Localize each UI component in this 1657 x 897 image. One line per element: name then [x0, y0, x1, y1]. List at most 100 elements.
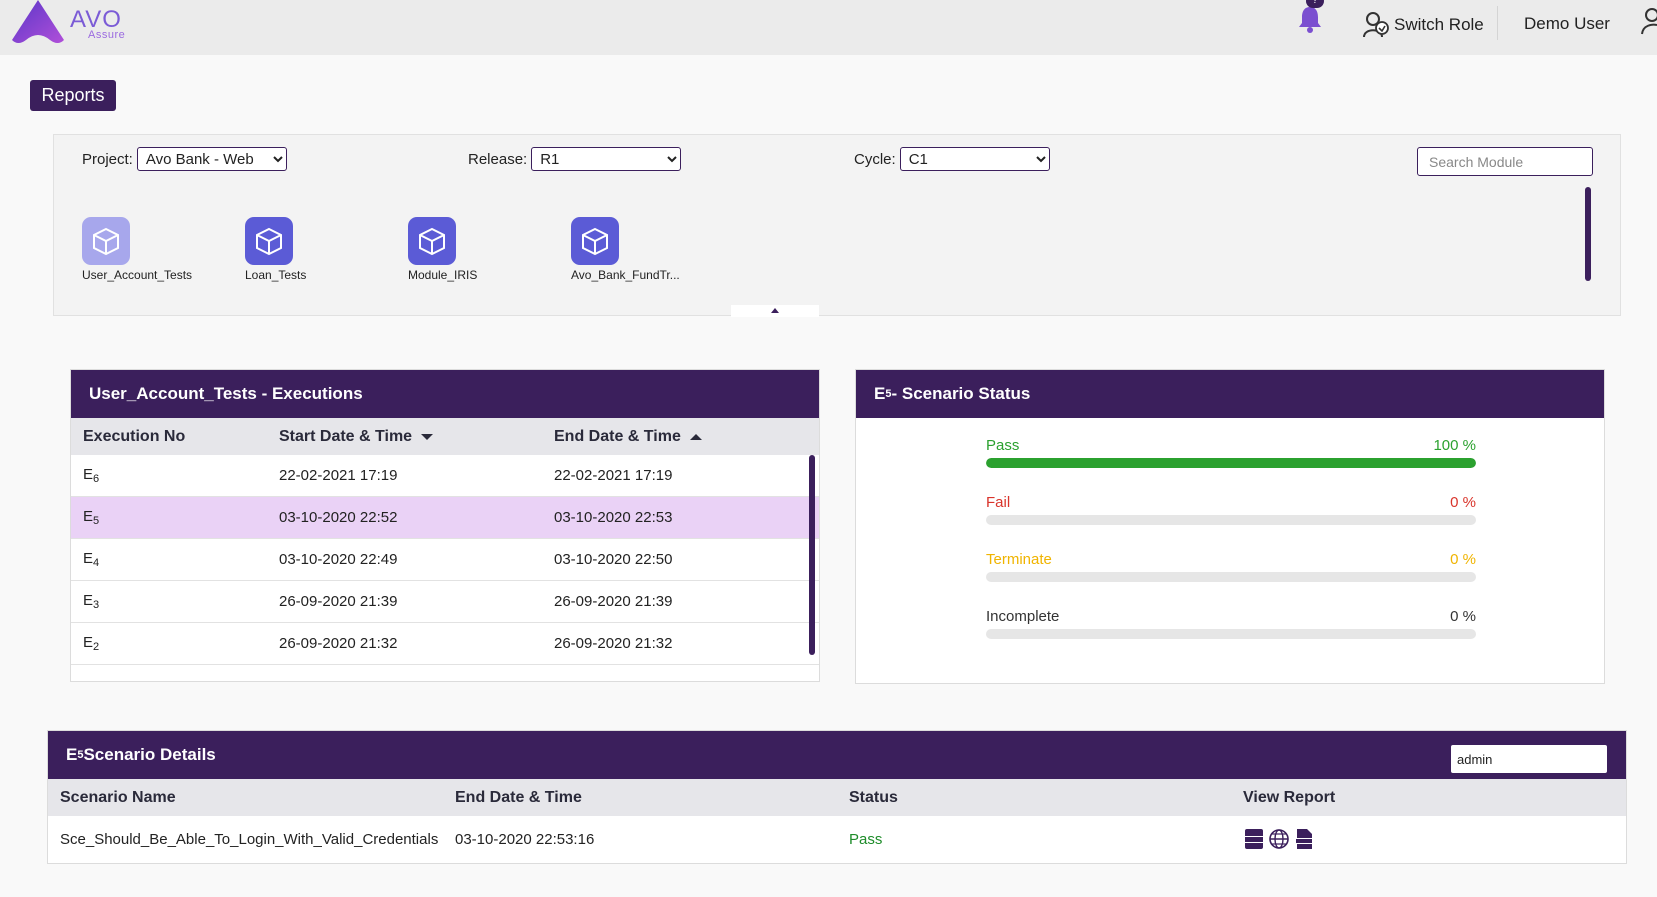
status-label: Incomplete: [986, 608, 1060, 625]
module-user-account-tests[interactable]: User_Account_Tests: [82, 217, 222, 282]
module-label: Avo_Bank_FundTr...: [571, 268, 680, 282]
switch-role-button[interactable]: Switch Role: [1362, 8, 1484, 42]
view-report-icons: [1231, 828, 1626, 850]
col-end-date-label: End Date & Time: [554, 427, 681, 445]
module-label: User_Account_Tests: [82, 268, 193, 282]
execution-no: E6: [83, 466, 100, 485]
scenario-details-panel: E5 Scenario Details Scenario Name End Da…: [47, 730, 1627, 864]
col-execution-no[interactable]: Execution No: [83, 427, 186, 445]
execution-end: 22-02-2021 17:19: [554, 467, 673, 484]
execution-end: 26-09-2020 21:32: [554, 635, 673, 652]
col-start-date[interactable]: Start Date & Time: [267, 428, 544, 446]
execution-start: 26-09-2020 21:32: [279, 635, 398, 652]
col-scenario-name: Scenario Name: [60, 788, 176, 806]
web-icon[interactable]: [1268, 828, 1290, 850]
project-label: Project:: [82, 150, 133, 168]
json-icon[interactable]: [1293, 828, 1315, 850]
filter-panel: Project: Avo Bank - Web Release: R1 Cycl…: [53, 134, 1621, 317]
execution-start: 03-10-2020 22:49: [279, 551, 398, 568]
status-bar: [986, 629, 1476, 639]
logo-text: AVO: [70, 6, 122, 33]
execution-start: 22-02-2021 17:19: [279, 467, 398, 484]
user-icon[interactable]: [1640, 6, 1657, 36]
status-label: Pass: [986, 437, 1020, 454]
bell-icon[interactable]: [1296, 3, 1324, 33]
project-filter: Project: Avo Bank - Web: [82, 147, 287, 171]
col-start-date-label: Start Date & Time: [279, 427, 413, 445]
execution-no: E2: [83, 634, 100, 653]
status-value: 0 %: [1450, 608, 1476, 625]
switch-role-icon: [1363, 12, 1389, 38]
execution-row[interactable]: E6 22-02-2021 17:19 22-02-2021 17:19: [71, 455, 819, 497]
status-terminate: Terminate 0 %: [986, 551, 1476, 582]
executions-scrollbar[interactable]: [809, 455, 815, 655]
execution-row[interactable]: E4 03-10-2020 22:49 03-10-2020 22:50: [71, 539, 819, 581]
status-value: 0 %: [1450, 494, 1476, 511]
module-box-icon: [408, 217, 456, 265]
module-iris[interactable]: Module_IRIS: [408, 217, 548, 282]
status-bar: [986, 572, 1476, 582]
scenario-filter-input[interactable]: [1451, 745, 1607, 773]
caret-up-icon: [771, 308, 779, 313]
col-end-date: End Date & Time: [455, 788, 582, 806]
modules-scrollbar[interactable]: [1585, 187, 1591, 281]
logo-subtext: Assure: [88, 29, 126, 41]
executions-title: User_Account_Tests - Executions: [71, 370, 819, 418]
release-filter: Release: R1: [468, 147, 682, 171]
scenario-name: Sce_Should_Be_Able_To_Login_With_Valid_C…: [60, 830, 439, 848]
module-box-icon: [82, 217, 130, 265]
execution-end: 26-09-2020 21:39: [554, 593, 673, 610]
executions-panel: User_Account_Tests - Executions Executio…: [70, 369, 820, 682]
sort-down-icon: [421, 433, 434, 440]
module-label: Module_IRIS: [408, 268, 478, 282]
cycle-select[interactable]: C1: [899, 147, 1050, 171]
execution-no: E5: [83, 508, 100, 527]
module-avo-bank-fundtr[interactable]: Avo_Bank_FundTr...: [571, 217, 711, 282]
module-box-icon: [571, 217, 619, 265]
collapse-panel-button[interactable]: [731, 305, 819, 317]
execution-no: E3: [83, 592, 100, 611]
top-divider: [1497, 6, 1498, 40]
status-bar: [986, 458, 1476, 468]
status-bar: [986, 515, 1476, 525]
col-view-report: View Report: [1243, 788, 1336, 806]
cycle-label: Cycle:: [854, 150, 896, 168]
switch-role-label: Switch Role: [1394, 15, 1484, 34]
execution-row[interactable]: E2 26-09-2020 21:32 26-09-2020 21:32: [71, 623, 819, 665]
status-value: 0 %: [1450, 551, 1476, 568]
table-row: Sce_Should_Be_Able_To_Login_With_Valid_C…: [48, 816, 1626, 862]
search-module-input[interactable]: [1417, 147, 1593, 176]
scenario-status: Pass: [849, 830, 883, 848]
execution-end: 03-10-2020 22:53: [554, 509, 673, 526]
avo-logo[interactable]: AVO Assure: [10, 0, 130, 48]
module-label: Loan_Tests: [245, 268, 307, 282]
pdf-icon[interactable]: [1243, 828, 1265, 850]
status-label: Terminate: [986, 551, 1052, 568]
execution-start: 26-09-2020 21:39: [279, 593, 398, 610]
user-name[interactable]: Demo User: [1524, 14, 1610, 33]
scenario-end-date: 03-10-2020 22:53:16: [455, 830, 595, 848]
status-incomplete: Incomplete 0 %: [986, 608, 1476, 639]
status-pass: Pass 100 %: [986, 437, 1476, 468]
cycle-filter: Cycle: C1: [854, 147, 1050, 171]
avo-logo-icon: [12, 0, 64, 43]
col-end-date[interactable]: End Date & Time: [544, 428, 804, 446]
execution-no: E4: [83, 550, 100, 569]
details-header: Scenario Name End Date & Time Status Vie…: [48, 779, 1626, 816]
status-label: Fail: [986, 494, 1011, 511]
page-title: Reports: [30, 80, 116, 111]
status-fail: Fail 0 %: [986, 494, 1476, 525]
col-status: Status: [849, 788, 898, 806]
release-label: Release:: [468, 150, 528, 168]
executions-header: Execution No Start Date & Time End Date …: [71, 418, 819, 455]
release-select[interactable]: R1: [531, 147, 682, 171]
executions-list: E6 22-02-2021 17:19 22-02-2021 17:19 E5 …: [71, 455, 819, 683]
module-loan-tests[interactable]: Loan_Tests: [245, 217, 385, 282]
project-select[interactable]: Avo Bank - Web: [136, 147, 287, 171]
execution-row[interactable]: E5 03-10-2020 22:52 03-10-2020 22:53: [71, 497, 819, 539]
execution-row[interactable]: E3 26-09-2020 21:39 26-09-2020 21:39: [71, 581, 819, 623]
top-bar: AVO Assure ? Switch Role Demo User: [0, 0, 1657, 55]
